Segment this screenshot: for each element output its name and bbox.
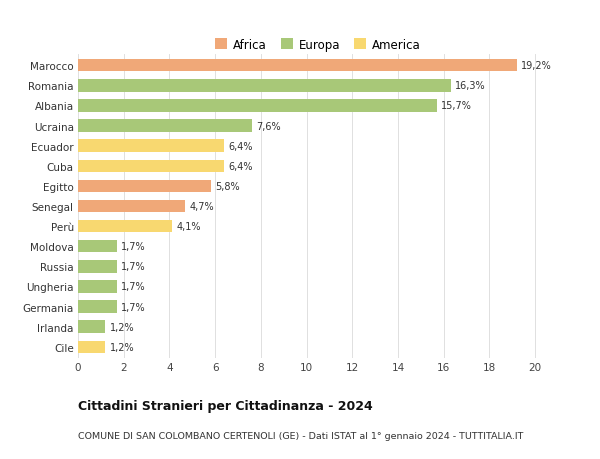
Bar <box>78 200 185 213</box>
Bar <box>78 241 117 253</box>
Text: 6,4%: 6,4% <box>229 141 253 151</box>
Legend: Africa, Europa, America: Africa, Europa, America <box>211 34 425 56</box>
Text: 7,6%: 7,6% <box>256 121 281 131</box>
Bar <box>78 341 106 353</box>
Text: 1,2%: 1,2% <box>110 342 134 352</box>
Text: 1,7%: 1,7% <box>121 282 146 292</box>
Bar <box>78 321 106 333</box>
Bar <box>78 280 117 293</box>
Bar <box>78 301 117 313</box>
Text: 1,7%: 1,7% <box>121 302 146 312</box>
Bar <box>78 180 211 193</box>
Text: COMUNE DI SAN COLOMBANO CERTENOLI (GE) - Dati ISTAT al 1° gennaio 2024 - TUTTITA: COMUNE DI SAN COLOMBANO CERTENOLI (GE) -… <box>78 431 523 441</box>
Bar <box>78 80 451 92</box>
Text: 1,7%: 1,7% <box>121 242 146 252</box>
Bar <box>78 140 224 152</box>
Bar <box>78 220 172 233</box>
Text: 1,7%: 1,7% <box>121 262 146 272</box>
Text: 16,3%: 16,3% <box>455 81 486 91</box>
Text: 19,2%: 19,2% <box>521 61 552 71</box>
Text: 15,7%: 15,7% <box>442 101 472 111</box>
Bar <box>78 100 437 112</box>
Bar <box>78 60 517 73</box>
Text: Cittadini Stranieri per Cittadinanza - 2024: Cittadini Stranieri per Cittadinanza - 2… <box>78 399 373 412</box>
Text: 1,2%: 1,2% <box>110 322 134 332</box>
Text: 4,7%: 4,7% <box>190 202 215 212</box>
Bar <box>78 160 224 173</box>
Bar <box>78 120 252 133</box>
Text: 6,4%: 6,4% <box>229 162 253 171</box>
Text: 5,8%: 5,8% <box>215 181 240 191</box>
Bar <box>78 261 117 273</box>
Text: 4,1%: 4,1% <box>176 222 201 232</box>
